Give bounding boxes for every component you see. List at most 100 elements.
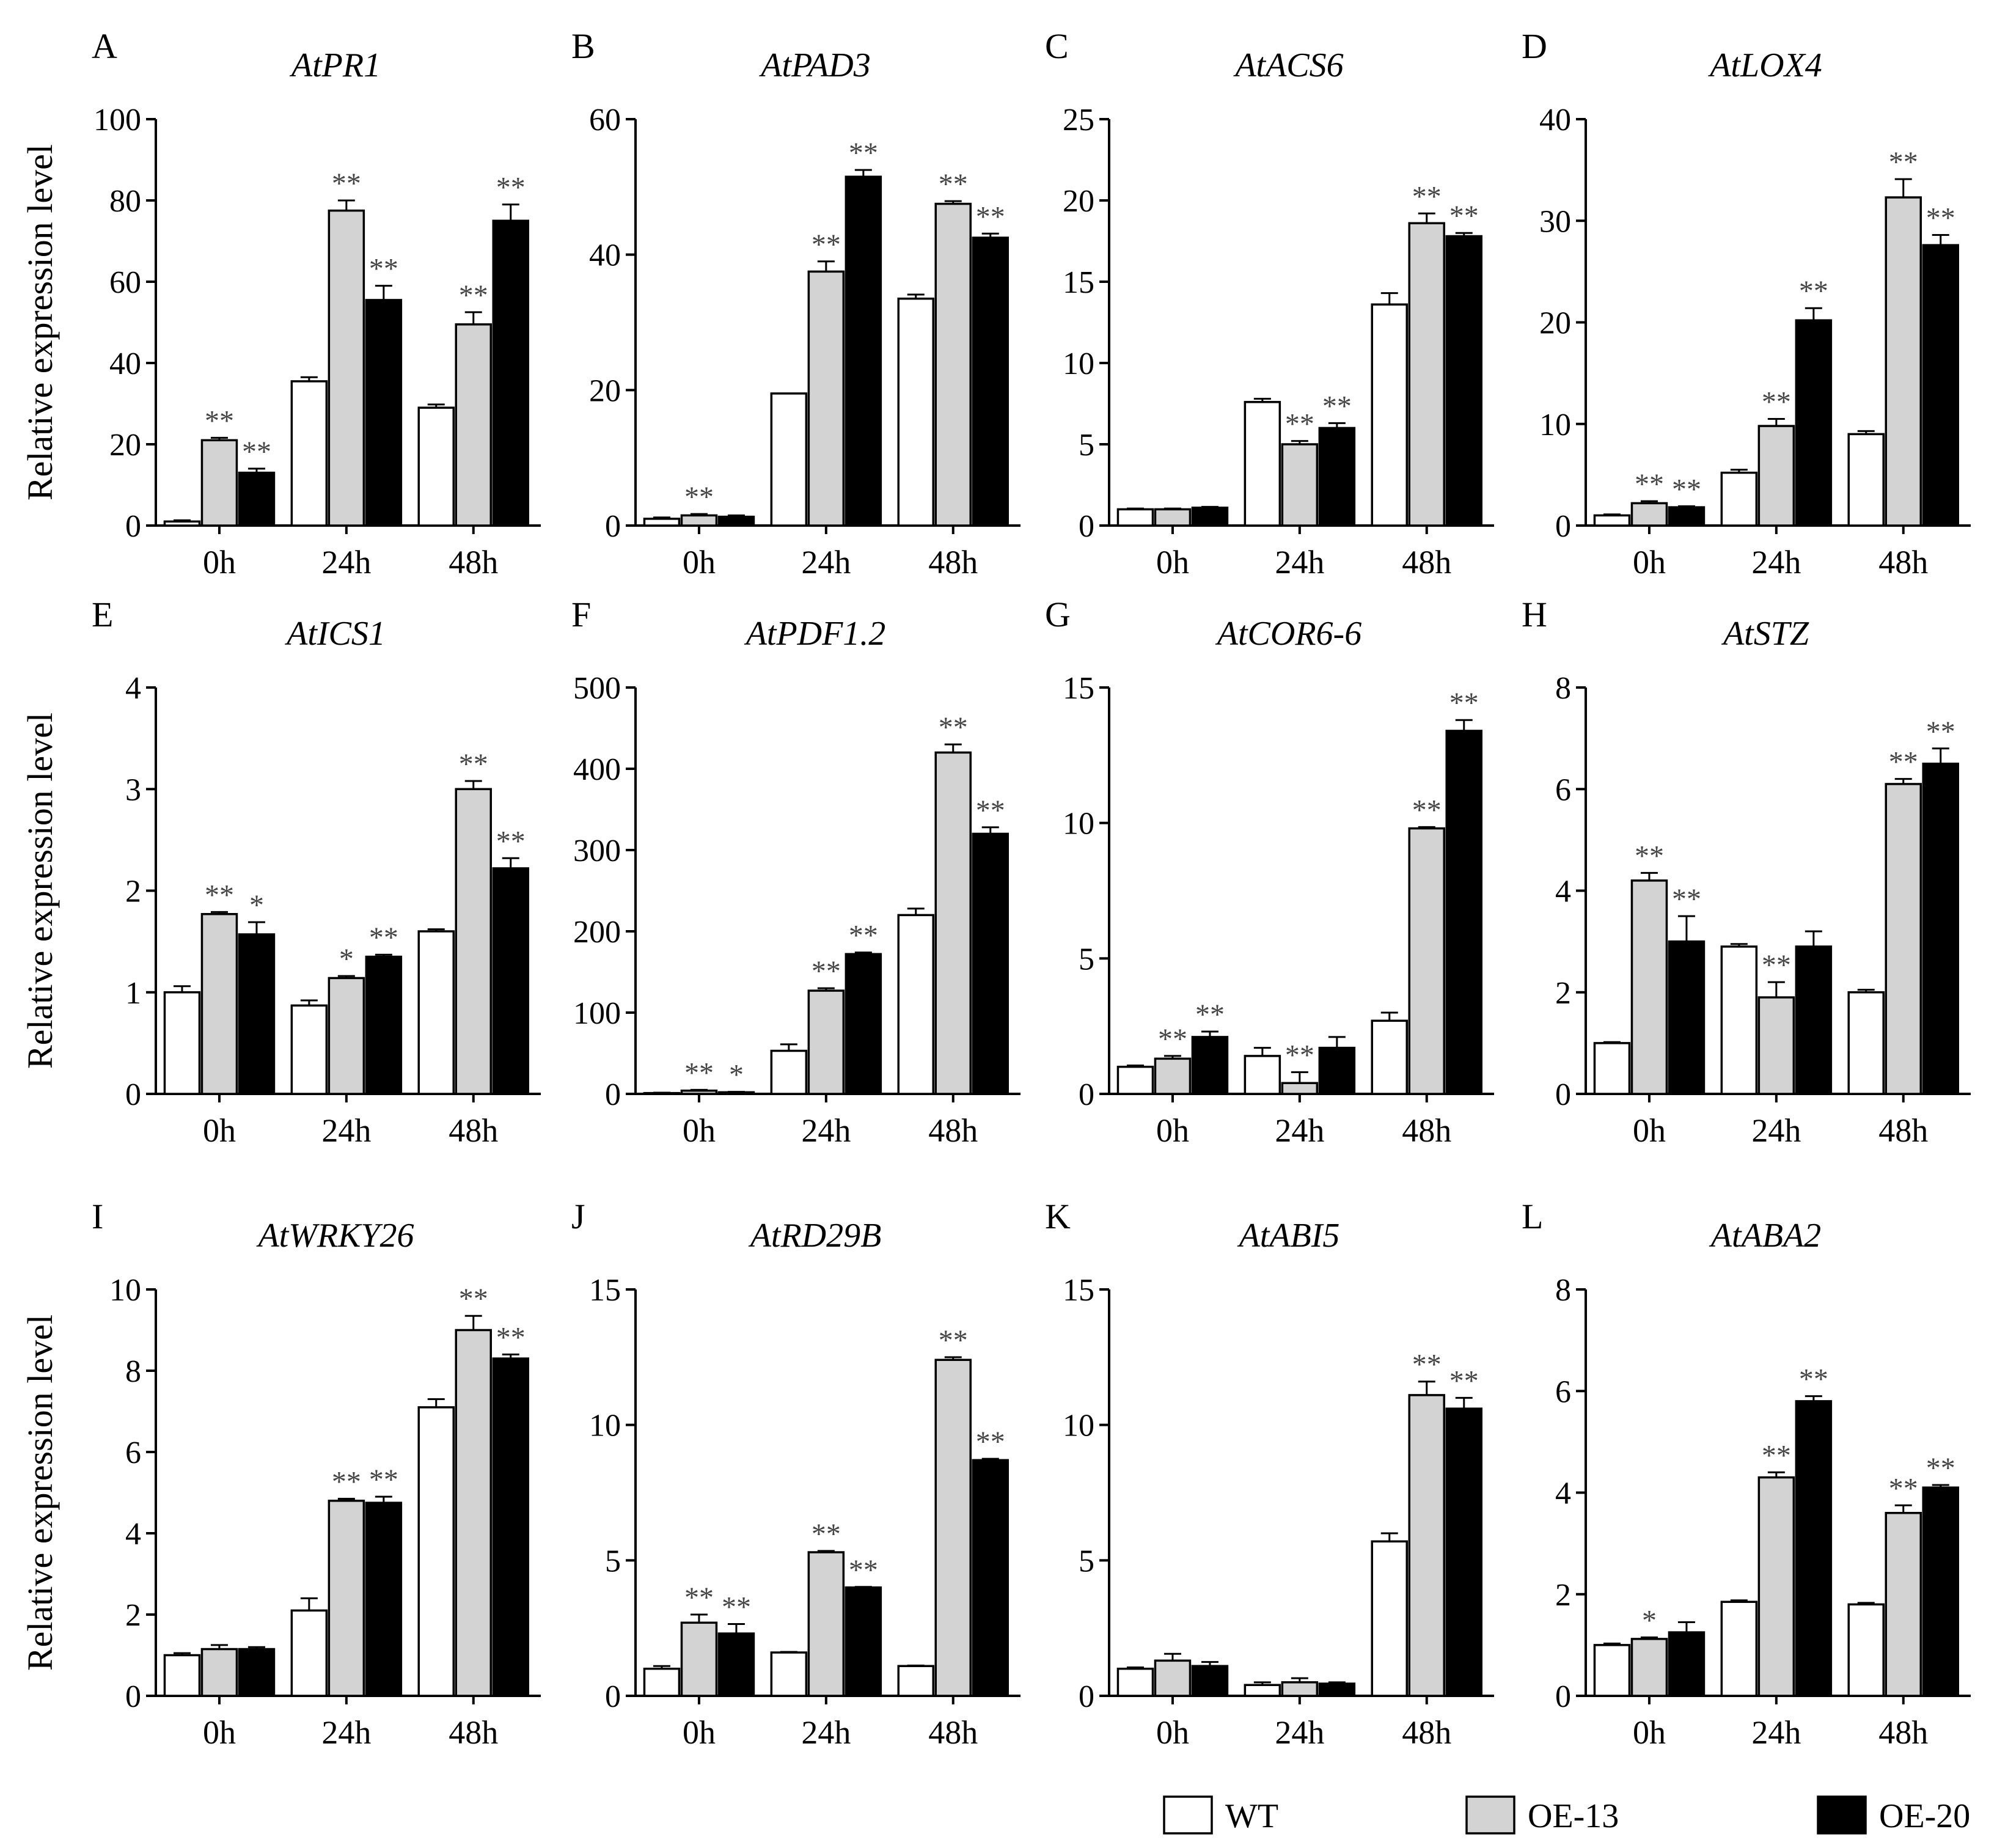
x-tick-label: 0h <box>1156 544 1189 581</box>
x-tick-label: 0h <box>1156 1714 1189 1751</box>
bar-oe-13 <box>807 270 845 527</box>
y-tick-label: 20 <box>109 428 141 463</box>
x-tick-label: 0h <box>203 1112 236 1149</box>
significance-marker: ** <box>939 1324 968 1357</box>
bar-oe-20 <box>1922 762 1959 1095</box>
y-tick-label: 0 <box>1555 509 1571 544</box>
bar-oe-20 <box>492 219 529 527</box>
bar-oe-13 <box>1408 1394 1445 1697</box>
significance-marker: * <box>249 889 264 922</box>
gene-title: AtABA2 <box>1709 1217 1821 1255</box>
y-tick-label: 15 <box>1063 265 1094 300</box>
y-tick-label: 400 <box>573 752 621 787</box>
bar-oe-13 <box>200 1648 238 1697</box>
x-tick-label: 0h <box>683 1714 716 1751</box>
bar-oe-13 <box>1154 508 1192 527</box>
bar-wt <box>1116 508 1154 527</box>
legend-label: OE-20 <box>1879 1797 1970 1835</box>
panel-a: A AtPR10204060801000h****24h****48h****Re… <box>20 26 541 581</box>
bar-oe-13 <box>1630 502 1668 527</box>
x-tick-label: 24h <box>1751 1112 1801 1149</box>
bar-oe-20 <box>1191 506 1229 527</box>
bar-wt <box>1371 1540 1408 1697</box>
y-tick-label: 40 <box>589 238 621 273</box>
bar-wt <box>1244 1684 1281 1697</box>
significance-marker: ** <box>684 1582 714 1614</box>
gene-title: AtPDF1.2 <box>744 615 886 653</box>
bar-wt <box>1847 991 1885 1095</box>
bar-oe-20 <box>972 1459 1009 1697</box>
bar-wt <box>1244 401 1281 527</box>
significance-marker: ** <box>976 1426 1005 1458</box>
legend-label: WT <box>1225 1797 1278 1835</box>
panel-letter: K <box>1045 1197 1071 1236</box>
y-tick-label: 5 <box>1079 942 1094 977</box>
x-tick-label: 0h <box>1633 1112 1666 1149</box>
significance-marker: ** <box>332 167 361 200</box>
bar-wt <box>897 914 934 1095</box>
significance-marker: ** <box>939 168 968 200</box>
y-tick-label: 4 <box>1555 1476 1571 1511</box>
y-tick-label: 30 <box>1539 204 1571 239</box>
y-tick-label: 3 <box>125 772 141 807</box>
significance-marker: ** <box>496 1321 526 1354</box>
x-tick-label: 24h <box>801 1714 851 1751</box>
bar-oe-20 <box>1922 244 1959 527</box>
significance-marker: ** <box>459 1283 488 1315</box>
x-tick-label: 48h <box>1878 1714 1928 1751</box>
bar-wt <box>1847 433 1885 527</box>
bar-oe-13 <box>1408 827 1445 1095</box>
bar-oe-20 <box>1191 1036 1229 1095</box>
y-tick-label: 8 <box>1555 1273 1571 1308</box>
x-tick-label: 24h <box>1751 1714 1801 1751</box>
x-tick-label: 0h <box>203 1714 236 1751</box>
x-tick-label: 24h <box>1275 1714 1324 1751</box>
significance-marker: ** <box>849 920 878 952</box>
significance-marker: ** <box>684 481 714 513</box>
significance-marker: ** <box>812 229 841 261</box>
x-tick-label: 0h <box>1156 1112 1189 1149</box>
significance-marker: ** <box>1449 1365 1479 1397</box>
bar-oe-20 <box>845 1586 882 1697</box>
bar-oe-13 <box>455 323 492 527</box>
significance-marker: ** <box>1926 202 1955 235</box>
bar-oe-13 <box>807 989 845 1095</box>
bar-wt <box>770 1651 808 1697</box>
bar-oe-13 <box>1154 1057 1192 1095</box>
significance-marker: ** <box>369 253 398 285</box>
bar-oe-20 <box>845 175 882 527</box>
bar-wt <box>1720 945 1758 1095</box>
bar-wt <box>1371 303 1408 527</box>
bar-oe-20 <box>1191 1665 1229 1697</box>
bar-oe-20 <box>1668 506 1706 527</box>
y-tick-label: 0 <box>605 509 621 544</box>
bar-oe-13 <box>200 912 238 1095</box>
significance-marker: ** <box>1889 146 1918 178</box>
bar-oe-13 <box>1408 222 1445 527</box>
significance-marker: ** <box>1672 473 1701 505</box>
x-tick-label: 0h <box>683 1112 716 1149</box>
y-tick-label: 0 <box>125 509 141 544</box>
bar-oe-20 <box>1318 1682 1356 1697</box>
x-tick-label: 48h <box>449 544 498 581</box>
significance-marker: ** <box>1635 468 1664 501</box>
y-tick-label: 2 <box>125 875 141 909</box>
bar-wt <box>897 1665 934 1697</box>
bar-wt <box>1593 1042 1631 1095</box>
gene-title: AtABI5 <box>1237 1217 1340 1255</box>
significance-marker: ** <box>1412 180 1442 213</box>
significance-marker: ** <box>1889 746 1918 779</box>
y-tick-label: 0 <box>1079 1077 1094 1112</box>
bar-oe-20 <box>1668 1631 1706 1697</box>
significance-marker: ** <box>1195 999 1225 1031</box>
y-tick-label: 500 <box>573 671 621 706</box>
significance-marker: * <box>339 943 354 975</box>
gene-title: AtCOR6-6 <box>1215 615 1361 653</box>
bar-wt <box>1593 514 1631 527</box>
y-tick-label: 20 <box>1063 184 1094 219</box>
gene-title: AtACS6 <box>1233 46 1343 84</box>
bar-oe-13 <box>1281 1681 1319 1697</box>
bar-oe-20 <box>1318 1046 1356 1095</box>
